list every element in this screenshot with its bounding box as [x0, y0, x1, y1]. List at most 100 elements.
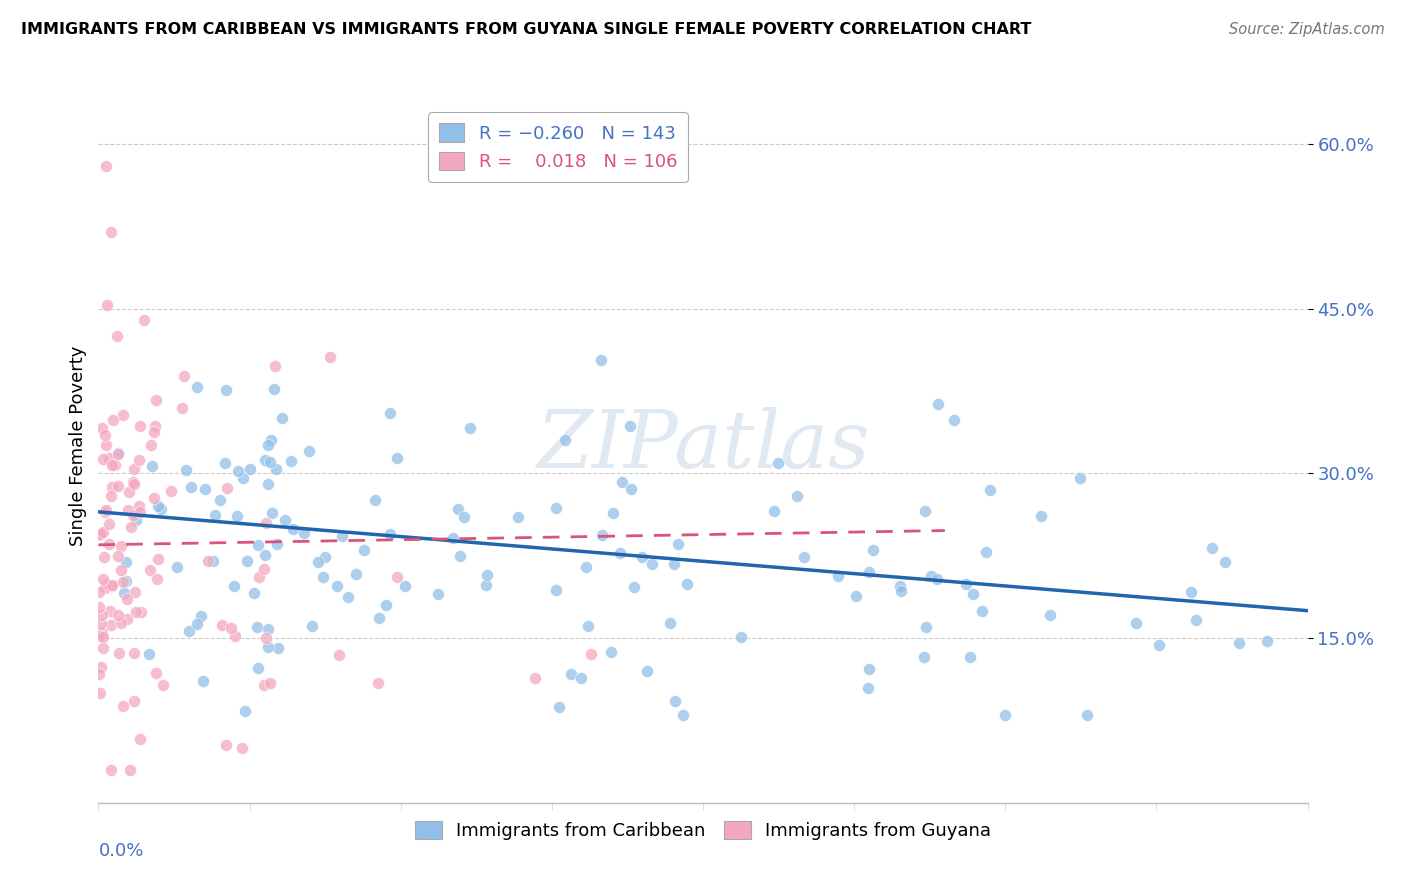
Point — [211, 617, 233, 632]
Point — [330, 529, 353, 543]
Point — [87, 600, 110, 615]
Point — [620, 483, 643, 497]
Point — [599, 645, 621, 659]
Point — [96, 298, 118, 312]
Point — [589, 352, 612, 367]
Point — [93, 549, 115, 564]
Point — [641, 557, 664, 571]
Point — [204, 508, 226, 522]
Point — [128, 504, 150, 518]
Point — [236, 554, 259, 568]
Point — [239, 462, 262, 476]
Point — [152, 678, 174, 692]
Point — [955, 576, 977, 591]
Point — [89, 686, 111, 700]
Point — [475, 578, 498, 592]
Point — [259, 675, 281, 690]
Point — [170, 401, 193, 415]
Point — [125, 605, 148, 619]
Text: IMMIGRANTS FROM CARIBBEAN VS IMMIGRANTS FROM GUYANA SINGLE FEMALE POVERTY CORREL: IMMIGRANTS FROM CARIBBEAN VS IMMIGRANTS … — [21, 22, 1032, 37]
Point — [453, 510, 475, 524]
Point — [793, 549, 815, 564]
Point — [257, 438, 280, 452]
Point — [209, 492, 232, 507]
Point — [263, 382, 285, 396]
Point — [254, 516, 277, 530]
Point — [111, 575, 134, 590]
Point — [378, 406, 401, 420]
Point — [426, 587, 449, 601]
Y-axis label: Single Female Poverty: Single Female Poverty — [69, 346, 87, 546]
Point — [591, 528, 613, 542]
Point — [131, 605, 153, 619]
Point — [314, 549, 336, 564]
Point — [142, 491, 165, 505]
Point — [186, 617, 208, 632]
Point — [602, 507, 624, 521]
Point — [224, 630, 246, 644]
Point — [89, 527, 111, 541]
Point — [730, 630, 752, 644]
Point — [257, 640, 280, 654]
Point — [280, 454, 302, 468]
Point — [292, 526, 315, 541]
Point — [186, 380, 208, 394]
Point — [98, 537, 121, 551]
Point — [889, 579, 911, 593]
Point — [974, 544, 997, 558]
Point — [91, 572, 114, 586]
Point — [91, 451, 114, 466]
Point — [253, 453, 276, 467]
Point — [110, 563, 132, 577]
Point — [115, 591, 138, 606]
Point — [143, 419, 166, 434]
Point — [232, 471, 254, 485]
Point — [246, 661, 269, 675]
Point — [374, 598, 396, 612]
Point — [115, 612, 138, 626]
Point — [215, 383, 238, 397]
Point — [253, 562, 276, 576]
Point — [90, 626, 112, 640]
Point — [385, 450, 408, 465]
Point — [1185, 614, 1208, 628]
Point — [110, 539, 132, 553]
Point — [150, 502, 173, 516]
Point — [146, 552, 169, 566]
Point — [676, 577, 699, 591]
Point — [578, 619, 600, 633]
Point — [89, 527, 111, 541]
Point — [139, 438, 162, 452]
Point — [128, 499, 150, 513]
Point — [264, 461, 287, 475]
Point — [138, 647, 160, 661]
Point — [231, 741, 253, 756]
Point — [107, 447, 129, 461]
Point — [449, 549, 471, 563]
Point — [214, 456, 236, 470]
Point — [378, 527, 401, 541]
Point — [319, 350, 342, 364]
Point — [337, 591, 360, 605]
Text: ZIPatlas: ZIPatlas — [536, 408, 870, 484]
Point — [118, 763, 141, 777]
Point — [672, 708, 695, 723]
Point — [962, 587, 984, 601]
Point — [191, 673, 214, 688]
Legend: Immigrants from Caribbean, Immigrants from Guyana: Immigrants from Caribbean, Immigrants fr… — [408, 814, 998, 847]
Point — [217, 481, 239, 495]
Point — [96, 503, 118, 517]
Point — [98, 604, 121, 618]
Point — [569, 672, 592, 686]
Point — [256, 477, 278, 491]
Point — [101, 579, 124, 593]
Point — [307, 555, 329, 569]
Point — [254, 631, 277, 645]
Point — [344, 567, 367, 582]
Point — [763, 504, 786, 518]
Point — [298, 443, 321, 458]
Point — [128, 453, 150, 467]
Point — [90, 421, 112, 435]
Point — [970, 604, 993, 618]
Point — [166, 560, 188, 574]
